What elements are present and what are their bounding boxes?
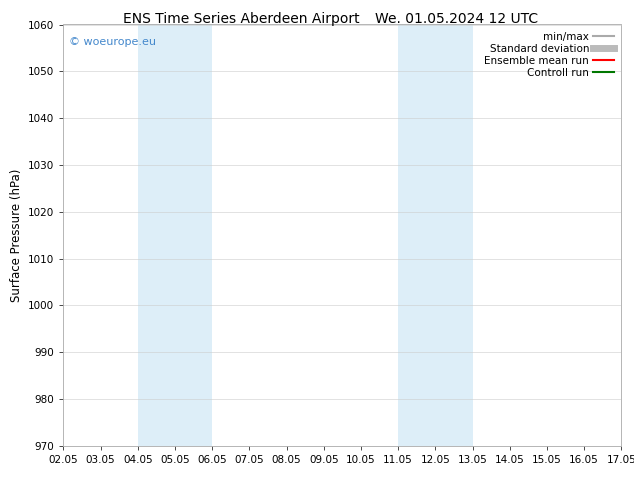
Text: © woeurope.eu: © woeurope.eu <box>69 37 156 47</box>
Y-axis label: Surface Pressure (hPa): Surface Pressure (hPa) <box>10 169 23 302</box>
Bar <box>398 24 472 446</box>
Bar <box>138 24 212 446</box>
Text: ENS Time Series Aberdeen Airport: ENS Time Series Aberdeen Airport <box>122 12 359 26</box>
Text: We. 01.05.2024 12 UTC: We. 01.05.2024 12 UTC <box>375 12 538 26</box>
Legend: min/max, Standard deviation, Ensemble mean run, Controll run: min/max, Standard deviation, Ensemble me… <box>482 30 616 80</box>
